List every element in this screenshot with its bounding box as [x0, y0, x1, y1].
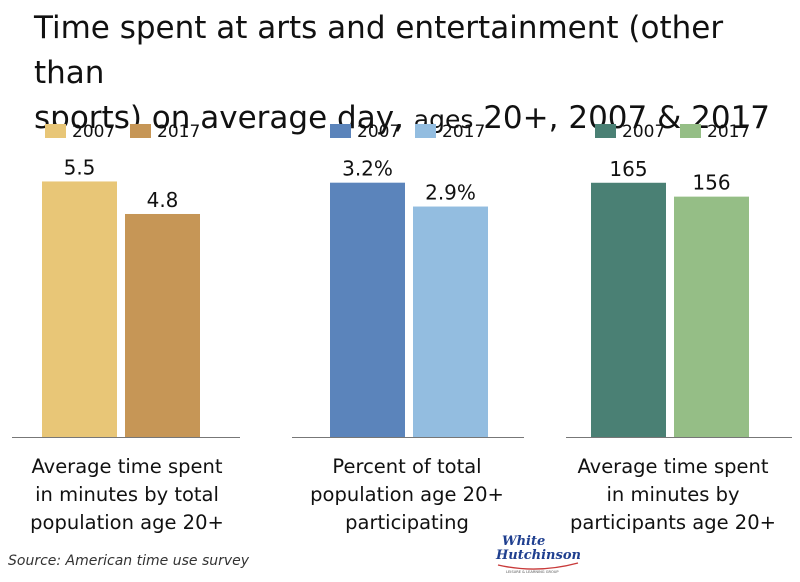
chart-3-bar-2007	[591, 182, 666, 437]
logo-word-2: Hutchinson	[495, 548, 580, 563]
chart-3-caption-line-1: Average time spent	[577, 455, 769, 478]
chart-3-legend-swatch-2017	[680, 124, 701, 138]
chart-3-caption: Average time spent in minutes by partici…	[548, 453, 798, 537]
chart-3-legend-label-2007: 2007	[622, 122, 665, 142]
chart-1-caption-line-1: Average time spent	[31, 455, 223, 478]
chart-1-legend-label-2007: 2007	[72, 122, 115, 142]
source-note: Source: American time use survey	[8, 553, 250, 569]
chart-1-caption-line-3: population age 20+	[30, 511, 224, 534]
chart-2-legend-label-2017: 2017	[442, 122, 485, 142]
chart-1: 2007 2017 5.5 4.8	[12, 122, 240, 438]
chart-2-legend-swatch-2007	[330, 124, 351, 138]
chart-2-caption: Percent of total population age 20+ part…	[282, 453, 532, 537]
chart-3-caption-line-2: in minutes by	[606, 483, 740, 506]
white-hutchinson-logo: White Hutchinson LEISURE & LEARNING GROU…	[495, 534, 580, 574]
chart-3-bar-2017	[674, 196, 749, 437]
chart-2-caption-line-1: Percent of total	[332, 455, 482, 478]
chart-2-bar-2017	[413, 206, 488, 437]
chart-1-legend-label-2017: 2017	[157, 122, 200, 142]
chart-2: 2007 2017 3.2% 2.9%	[292, 122, 524, 438]
logo-word-1: White	[502, 534, 545, 549]
logo-tagline: LEISURE & LEARNING GROUP	[506, 570, 559, 574]
chart-2-value-label-2017: 2.9%	[425, 181, 476, 205]
chart-1-bar-2017	[125, 213, 200, 437]
chart-1-caption-line-2: in minutes by total	[35, 483, 219, 506]
chart-3-legend-swatch-2007	[595, 124, 616, 138]
chart-title: Time spent at arts and entertainment (ot…	[34, 6, 794, 142]
title-line-2c: 20+, 2007 & 2017	[473, 100, 771, 136]
chart-1-caption: Average time spent in minutes by total p…	[2, 453, 252, 537]
chart-3-value-label-2007: 165	[609, 157, 647, 181]
chart-2-bar-2007	[330, 182, 405, 437]
chart-1-value-label-2007: 5.5	[64, 155, 96, 179]
chart-2-caption-line-2: population age 20+	[310, 483, 504, 506]
chart-2-caption-line-3: participating	[345, 511, 469, 534]
chart-3-legend-label-2017: 2017	[707, 122, 750, 142]
chart-1-value-label-2017: 4.8	[147, 188, 179, 212]
chart-3-caption-line-3: participants age 20+	[570, 511, 776, 534]
chart-3: 2007 2017 165 156	[566, 122, 792, 438]
title-line-1: Time spent at arts and entertainment (ot…	[34, 10, 724, 91]
chart-2-value-label-2007: 3.2%	[342, 157, 393, 181]
chart-1-legend-swatch-2007	[45, 124, 66, 138]
chart-3-value-label-2017: 156	[692, 171, 730, 195]
chart-2-legend-label-2007: 2007	[357, 122, 400, 142]
chart-1-bar-2007	[42, 181, 117, 437]
chart-2-legend-swatch-2017	[415, 124, 436, 138]
chart-1-legend-swatch-2017	[130, 124, 151, 138]
